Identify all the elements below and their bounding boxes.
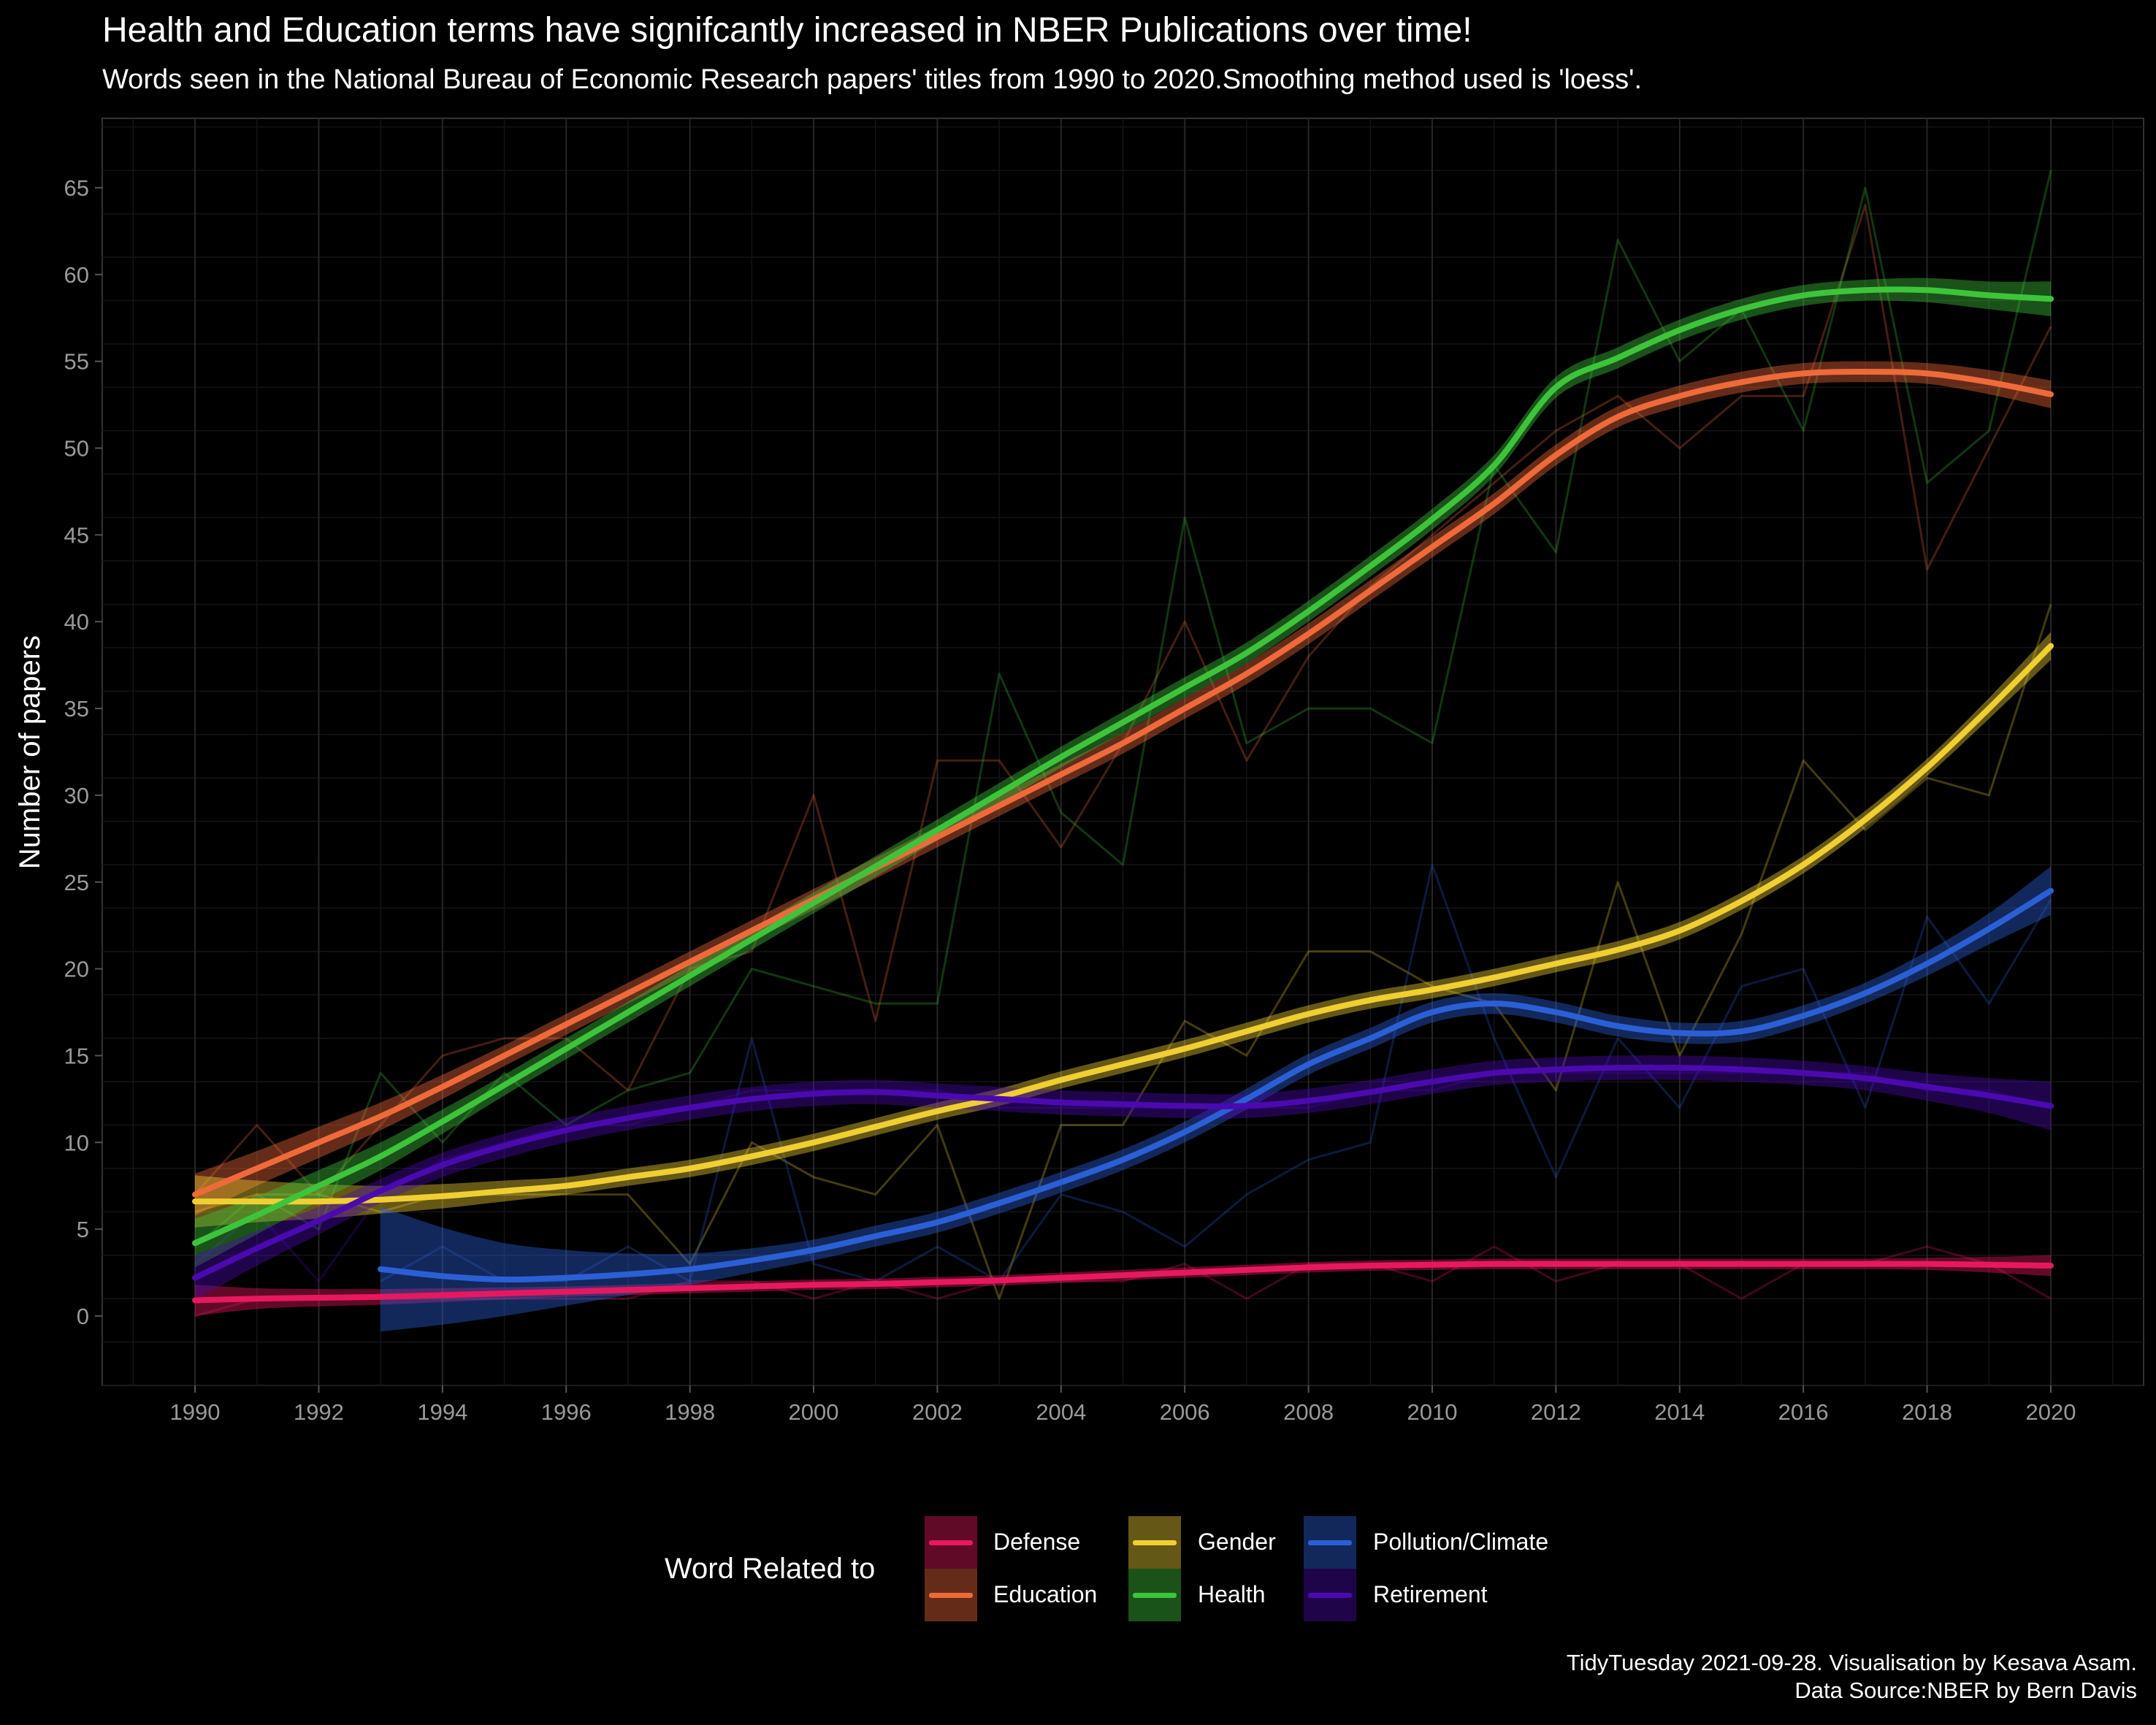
legend-key-retirement	[1304, 1569, 1356, 1621]
legend-line-swatch	[1133, 1593, 1177, 1598]
x-axis-ticks: 1990 1992 1994 1996 1998 2000 2002 2004 2006 2008…	[170, 1385, 2076, 1425]
chart-subtitle: Words seen in the National Bureau of Eco…	[102, 64, 1642, 95]
legend-key-defense	[925, 1516, 977, 1569]
x-tick-label: 1994	[417, 1399, 467, 1425]
legend-label-pollution-climate: Pollution/Climate	[1373, 1529, 1549, 1555]
smooth-line-defense	[192, 1261, 2054, 1304]
x-tick-label: 1996	[541, 1399, 592, 1425]
y-tick-label: 0	[77, 1304, 89, 1329]
caption: TidyTuesday 2021-09-28. Visualisation by…	[1567, 1649, 2137, 1705]
y-tick-label: 15	[64, 1043, 89, 1068]
legend-line-swatch	[1308, 1593, 1352, 1598]
y-axis-ticks: 0 5 10 15 20 25 30 35 40 45 50 55 60 65	[64, 175, 102, 1329]
x-tick-label: 2008	[1283, 1399, 1334, 1425]
y-tick-label: 50	[64, 436, 89, 462]
chart-title: Health and Education terms have signifca…	[102, 11, 1472, 50]
y-tick-label: 65	[64, 175, 89, 201]
confidence-band-pollution-climate	[381, 866, 2051, 1332]
x-tick-label: 2010	[1407, 1399, 1458, 1425]
smooth-line-health	[192, 286, 2054, 1247]
confidence-band-retirement	[195, 1055, 2051, 1301]
y-tick-label: 55	[64, 349, 89, 375]
smooth-line-gender	[192, 643, 2054, 1205]
caption-line-1: TidyTuesday 2021-09-28. Visualisation by…	[1566, 1650, 2137, 1675]
x-tick-label: 2002	[912, 1399, 963, 1425]
legend-key-education	[925, 1569, 977, 1621]
legend-label-education: Education	[993, 1581, 1098, 1607]
y-tick-label: 20	[64, 957, 89, 982]
smooth-line-retirement	[192, 1064, 2054, 1281]
smooth-line-education	[192, 369, 2054, 1198]
y-axis-label: Number of papers	[14, 635, 46, 869]
legend-label-health: Health	[1198, 1581, 1266, 1607]
x-tick-label: 2018	[1902, 1399, 1952, 1425]
raw-line-defense	[194, 1245, 2052, 1317]
legend-key-gender	[1128, 1516, 1181, 1569]
legend-line-swatch	[1133, 1540, 1177, 1545]
x-tick-label: 1990	[170, 1399, 221, 1425]
legend-label-gender: Gender	[1198, 1529, 1276, 1555]
x-tick-label: 1992	[294, 1399, 344, 1425]
confidence-band-health	[195, 278, 2051, 1268]
legend-line-swatch	[1308, 1540, 1352, 1545]
y-tick-label: 25	[64, 870, 89, 895]
legend-label-defense: Defense	[993, 1529, 1081, 1555]
legend-key-pollution-climate	[1304, 1516, 1356, 1569]
y-tick-label: 40	[64, 609, 89, 635]
x-tick-label: 1998	[665, 1399, 715, 1425]
raw-line-gender	[194, 604, 2052, 1300]
smooth-line-pollution-climate	[378, 887, 2054, 1283]
x-tick-label: 2016	[1778, 1399, 1829, 1425]
confidence-band-education	[195, 361, 2051, 1216]
legend-key-health	[1128, 1569, 1181, 1621]
raw-line-retirement	[194, 1071, 2052, 1282]
raw-line-pollution-climate	[380, 863, 2052, 1282]
y-tick-label: 45	[64, 522, 89, 548]
y-tick-label: 30	[64, 783, 89, 808]
y-tick-label: 35	[64, 696, 89, 722]
y-tick-label: 60	[64, 262, 89, 288]
legend-line-swatch	[929, 1593, 973, 1598]
y-tick-label: 5	[77, 1217, 89, 1242]
x-tick-label: 2006	[1160, 1399, 1210, 1425]
x-tick-label: 2000	[789, 1399, 839, 1425]
y-tick-label: 10	[64, 1130, 89, 1155]
smooth-lines-layer	[192, 286, 2054, 1304]
x-tick-label: 2004	[1036, 1399, 1086, 1425]
caption-line-2: Data Source:NBER by Bern Davis	[1794, 1678, 2137, 1703]
legend-line-swatch	[929, 1540, 973, 1545]
legend-title: Word Related to	[665, 1553, 876, 1585]
x-tick-label: 2012	[1531, 1399, 1581, 1425]
x-tick-label: 2014	[1654, 1399, 1705, 1425]
x-tick-label: 2020	[2025, 1399, 2076, 1425]
legend-label-retirement: Retirement	[1373, 1581, 1488, 1607]
